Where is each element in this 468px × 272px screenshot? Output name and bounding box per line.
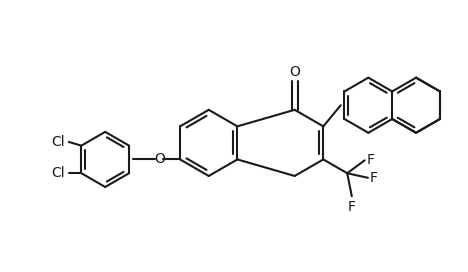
Text: Cl: Cl [51,166,65,180]
Text: O: O [154,152,165,166]
Text: F: F [348,200,356,214]
Text: F: F [366,153,374,167]
Text: F: F [370,171,378,185]
Text: Cl: Cl [51,135,65,149]
Text: O: O [289,64,300,79]
